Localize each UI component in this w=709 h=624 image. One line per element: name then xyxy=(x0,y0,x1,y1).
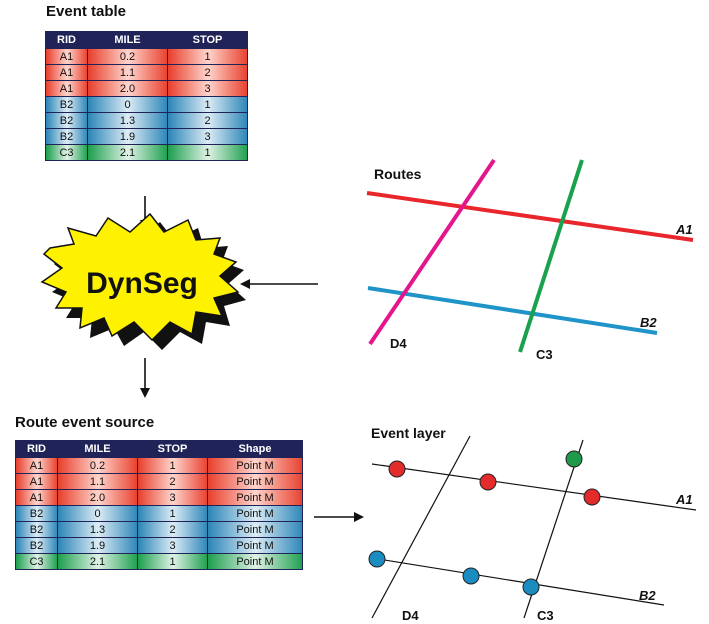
route-event-source-table: RID MILE STOP Shape A1 0.2 1 Point M A1 1.1 2 P… xyxy=(15,440,303,570)
route-a1-line xyxy=(366,191,694,242)
table-row: B2 1.9 3 xyxy=(45,128,248,145)
event-point-b2-stop-1 xyxy=(368,550,386,568)
cell-stop: 3 xyxy=(167,128,248,145)
table-row: A1 0.2 1 xyxy=(45,48,248,65)
event-point-b2-stop-2 xyxy=(462,567,480,585)
route-event-source-header-row: RID MILE STOP Shape xyxy=(15,440,303,458)
table-row: B2 1.9 3 Point M xyxy=(15,537,303,554)
cell-stop: 2 xyxy=(167,112,248,129)
cell-mile: 1.1 xyxy=(57,473,138,490)
cell-mile: 0 xyxy=(57,505,138,522)
cell-rid: B2 xyxy=(45,96,88,113)
layer-a1-label: A1 xyxy=(675,492,693,507)
cell-mile: 0 xyxy=(87,96,168,113)
route-d4-label: D4 xyxy=(390,336,407,351)
table-row: B2 0 1 Point M xyxy=(15,505,303,522)
cell-mile: 1.3 xyxy=(87,112,168,129)
cell-stop: 1 xyxy=(167,144,248,161)
cell-mile: 0.2 xyxy=(57,457,138,474)
route-c3-label: C3 xyxy=(536,347,553,362)
layer-b2-line xyxy=(371,557,665,606)
column-header-stop: STOP xyxy=(167,31,248,49)
event-point-b2-stop-3 xyxy=(522,578,540,596)
cell-rid: B2 xyxy=(15,505,58,522)
cell-stop: 1 xyxy=(137,457,208,474)
event-table-title: Event table xyxy=(46,3,127,20)
layer-a1-line xyxy=(371,463,697,511)
route-a1-label: A1 xyxy=(675,222,693,237)
event-table-header-row: RID MILE STOP xyxy=(45,31,248,49)
layer-c3-label: C3 xyxy=(537,608,554,623)
cell-shape: Point M xyxy=(207,553,303,570)
column-header-rid: RID xyxy=(45,31,88,49)
event-layer-title: Event layer xyxy=(371,425,446,441)
cell-rid: A1 xyxy=(45,80,88,97)
cell-stop: 3 xyxy=(167,80,248,97)
cell-stop: 1 xyxy=(167,48,248,65)
cell-mile: 2.1 xyxy=(57,553,138,570)
cell-rid: C3 xyxy=(45,144,88,161)
routes-map: Routes A1 B2 D4 C3 xyxy=(366,158,694,362)
event-point-c3-stop-1 xyxy=(565,450,583,468)
cell-rid: A1 xyxy=(15,473,58,490)
cell-rid: A1 xyxy=(15,457,58,474)
cell-rid: B2 xyxy=(45,112,88,129)
cell-shape: Point M xyxy=(207,489,303,506)
table-row: A1 1.1 2 Point M xyxy=(15,473,303,490)
route-event-source-title: Route event source xyxy=(15,414,155,431)
dynseg-starburst: DynSeg xyxy=(40,212,246,350)
cell-shape: Point M xyxy=(207,537,303,554)
event-table: RID MILE STOP A1 0.2 1 A1 1.1 2 A1 2.0 3 B2 0 1 B2 1.… xyxy=(45,31,248,161)
dynseg-label: DynSeg xyxy=(86,267,198,300)
cell-shape: Point M xyxy=(207,521,303,538)
cell-rid: B2 xyxy=(45,128,88,145)
table-row: B2 1.3 2 xyxy=(45,112,248,129)
route-b2-line xyxy=(367,286,658,335)
cell-stop: 3 xyxy=(137,489,208,506)
table-row: C3 2.1 1 xyxy=(45,144,248,161)
layer-b2-label: B2 xyxy=(639,588,656,603)
layer-d4-label: D4 xyxy=(402,608,419,623)
column-header-mile: MILE xyxy=(57,440,138,458)
cell-rid: C3 xyxy=(15,553,58,570)
cell-stop: 1 xyxy=(137,553,208,570)
cell-stop: 2 xyxy=(137,473,208,490)
table-row: A1 2.0 3 xyxy=(45,80,248,97)
routes-title: Routes xyxy=(374,166,422,182)
table-row: C3 2.1 1 Point M xyxy=(15,553,303,570)
route-d4-line xyxy=(368,158,496,346)
layer-d4-line xyxy=(371,435,471,619)
route-c3-line xyxy=(518,159,584,353)
event-point-a1-stop-2 xyxy=(479,473,497,491)
route-b2-label: B2 xyxy=(640,315,657,330)
cell-mile: 2.0 xyxy=(57,489,138,506)
event-layer-map: Event layer A1 B2 D4 C3 xyxy=(368,425,697,623)
cell-mile: 1.9 xyxy=(87,128,168,145)
column-header-shape: Shape xyxy=(207,440,303,458)
event-point-a1-stop-1 xyxy=(388,460,406,478)
column-header-mile: MILE xyxy=(87,31,168,49)
table-row: A1 0.2 1 Point M xyxy=(15,457,303,474)
dynseg-burst xyxy=(40,212,240,342)
event-point-a1-stop-3 xyxy=(583,488,601,506)
